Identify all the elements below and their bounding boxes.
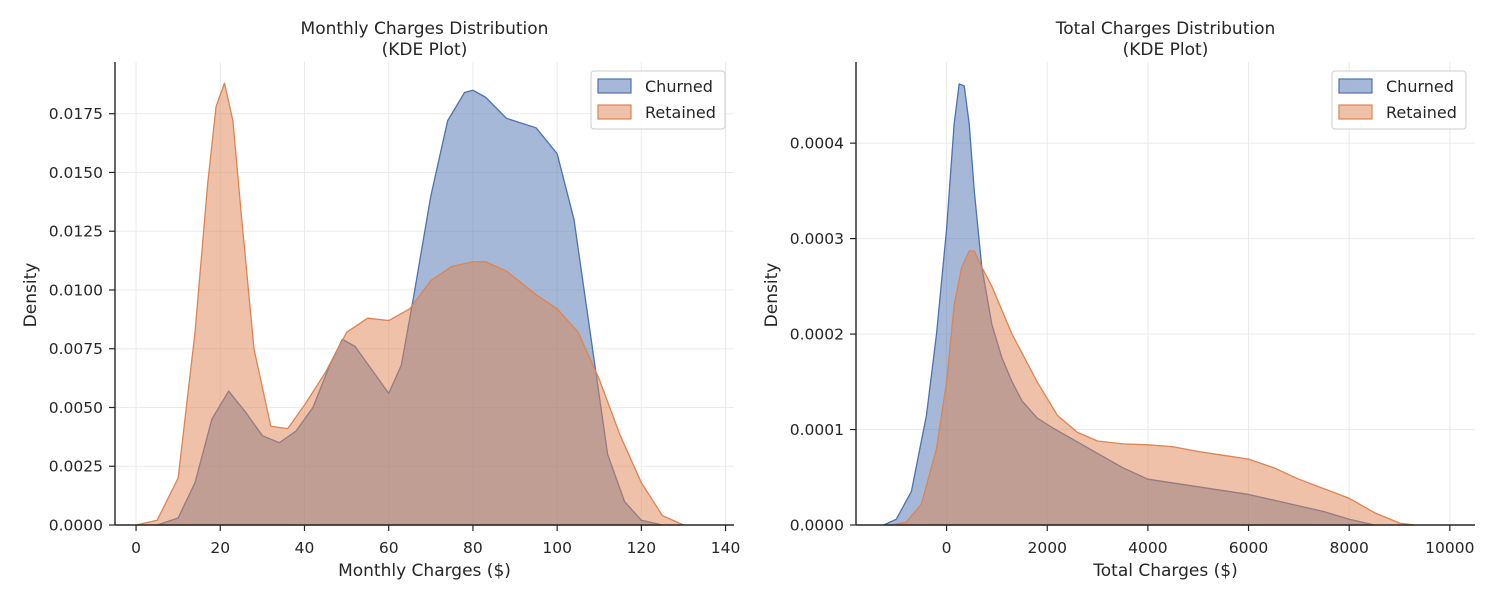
monthly-charges-retained-density-area xyxy=(135,82,685,526)
monthly-charges-x-tick-label-7: 140 xyxy=(711,539,741,557)
monthly-charges-legend-churned-swatch xyxy=(597,78,632,94)
monthly-charges-legend-retained-swatch xyxy=(597,104,632,120)
monthly-charges-panel: 0 20 40 60 80 100 120 140 0.00000.00250.00500.0… xyxy=(21,19,740,581)
monthly-charges-x-tick-label-5: 100 xyxy=(542,539,572,557)
total-charges-y-tick-label-4: 0.0004 xyxy=(790,135,844,153)
total-charges-y-tick-label-3: 0.0003 xyxy=(790,230,844,248)
monthly-charges-x-tick-label-0: 0 xyxy=(131,539,141,557)
total-charges-y-tick-label-1: 0.0001 xyxy=(790,421,844,439)
total-charges-x-ticks: 0 2000 4000 6000 8000 10000 xyxy=(942,525,1474,557)
monthly-charges-y-tick-label-2: 0.0050 xyxy=(49,399,103,417)
monthly-charges-legend: Churned Retained xyxy=(590,70,726,130)
monthly-charges-y-tick-label-6: 0.0150 xyxy=(49,164,103,182)
monthly-charges-y-tick-label-3: 0.0075 xyxy=(49,340,103,358)
monthly-charges-title-line2: (KDE Plot) xyxy=(382,40,468,60)
total-charges-x-tick-label-3: 6000 xyxy=(1229,539,1268,557)
total-charges-panel: 0 2000 4000 6000 8000 10000 0.00000.00010.000… xyxy=(762,19,1475,581)
monthly-charges-y-tick-label-7: 0.0175 xyxy=(49,105,103,123)
total-charges-legend: Churned Retained xyxy=(1331,70,1467,130)
total-charges-x-tick-label-5: 10000 xyxy=(1425,539,1474,557)
monthly-charges-y-tick-label-4: 0.0100 xyxy=(49,281,103,299)
monthly-charges-x-tick-label-2: 40 xyxy=(295,539,315,557)
total-charges-y-ticks: 0.0000 0.0001 0.0002 0.0003 0.0004 xyxy=(790,135,856,535)
total-charges-x-tick-label-0: 0 xyxy=(942,539,952,557)
total-charges-y-tick-label-0: 0.0000 xyxy=(790,517,844,535)
monthly-charges-y-tick-label-1: 0.0025 xyxy=(49,458,103,476)
total-charges-legend-churned-label: Churned xyxy=(1386,77,1454,96)
total-charges-x-tick-label-2: 4000 xyxy=(1128,539,1167,557)
total-charges-title-line2: (KDE Plot) xyxy=(1123,40,1209,60)
monthly-charges-y-ticks: 0.0000 0.0025 0.0050 0.0075 0.0100 0.0125 0.01… xyxy=(49,105,115,535)
total-charges-density-areas xyxy=(883,83,1416,526)
total-charges-axes xyxy=(855,62,1475,526)
total-charges-legend-retained-label: Retained xyxy=(1386,103,1457,122)
monthly-charges-x-tick-label-4: 80 xyxy=(463,539,483,557)
total-charges-x-tick-label-4: 8000 xyxy=(1329,539,1368,557)
monthly-charges-density-areas xyxy=(135,82,685,526)
total-charges-retained-density-area xyxy=(890,250,1416,526)
monthly-charges-x-tick-label-6: 120 xyxy=(627,539,657,557)
total-charges-legend-retained-swatch xyxy=(1338,104,1373,120)
monthly-charges-title-line1: Monthly Charges Distribution xyxy=(301,19,549,39)
monthly-charges-y-tick-label-5: 0.0125 xyxy=(49,223,103,241)
monthly-charges-x-tick-label-3: 60 xyxy=(379,539,399,557)
total-charges-y-axis-label: Density xyxy=(762,263,782,328)
total-charges-legend-churned-swatch xyxy=(1338,78,1373,94)
monthly-charges-legend-churned-label: Churned xyxy=(645,77,713,96)
monthly-charges-y-tick-label-0: 0.0000 xyxy=(49,517,103,535)
total-charges-x-tick-label-1: 2000 xyxy=(1028,539,1067,557)
monthly-charges-x-tick-label-1: 20 xyxy=(210,539,230,557)
monthly-charges-x-ticks: 0 20 40 60 80 100 120 140 xyxy=(131,525,740,557)
monthly-charges-legend-retained-label: Retained xyxy=(645,103,716,122)
total-charges-x-axis-label: Total Charges ($) xyxy=(1092,561,1237,581)
monthly-charges-y-axis-label: Density xyxy=(21,263,41,328)
total-charges-y-tick-label-2: 0.0002 xyxy=(790,326,844,344)
monthly-charges-x-axis-label: Monthly Charges ($) xyxy=(338,561,511,581)
monthly-charges-axes xyxy=(114,62,734,526)
total-charges-title-line1: Total Charges Distribution xyxy=(1055,19,1276,39)
